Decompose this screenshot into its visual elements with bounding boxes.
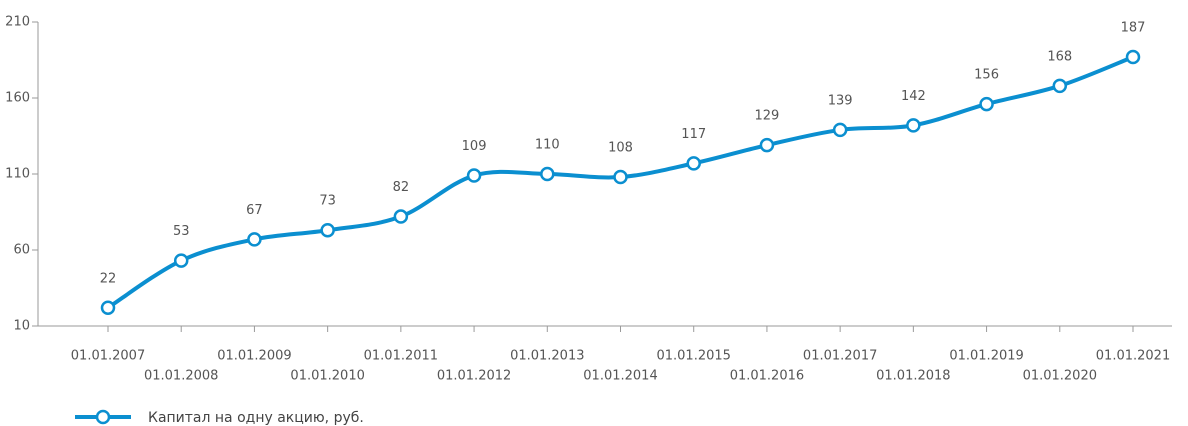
marker	[979, 96, 994, 112]
data-label: 22	[100, 271, 117, 286]
x-tick-label: 01.01.2011	[364, 349, 438, 364]
legend-marker	[95, 409, 111, 425]
marker	[393, 209, 409, 224]
marker	[1052, 78, 1068, 94]
y-tick-label: 10	[13, 319, 30, 334]
data-label: 53	[173, 224, 190, 239]
x-tick-label: 01.01.2009	[217, 349, 291, 364]
x-tick-label: 01.01.2007	[71, 349, 145, 364]
x-tick-label: 01.01.2014	[583, 369, 657, 384]
marker	[759, 137, 775, 153]
x-tick-label: 01.01.2016	[730, 369, 804, 384]
data-label: 73	[319, 194, 336, 209]
marker	[1125, 49, 1141, 65]
x-tick-label: 01.01.2019	[949, 349, 1023, 364]
data-label: 67	[246, 203, 263, 218]
data-label: 110	[535, 138, 560, 153]
x-tick-label: 01.01.2013	[510, 349, 584, 364]
marker	[613, 169, 628, 185]
marker	[686, 156, 701, 171]
x-tick-label: 01.01.2021	[1096, 349, 1170, 364]
y-tick-label: 60	[13, 243, 30, 258]
x-tick-label: 01.01.2017	[803, 349, 877, 364]
data-label: 117	[681, 127, 706, 142]
marker	[247, 232, 262, 247]
marker	[906, 118, 921, 133]
y-tick-label: 210	[5, 15, 30, 30]
x-tick-label: 01.01.2008	[144, 369, 218, 384]
x-tick-label: 01.01.2012	[437, 369, 511, 384]
x-tick-label: 01.01.2015	[656, 349, 730, 364]
marker	[320, 222, 335, 238]
marker	[100, 300, 116, 316]
y-tick-label: 160	[5, 91, 30, 106]
data-label: 139	[828, 93, 853, 108]
data-label: 168	[1047, 49, 1072, 64]
data-label: 156	[974, 68, 999, 83]
x-tick-label: 01.01.2018	[876, 369, 950, 384]
data-label: 82	[393, 180, 410, 195]
data-label: 187	[1121, 20, 1146, 35]
marker	[173, 253, 189, 268]
marker	[466, 168, 482, 183]
legend-label: Капитал на одну акцию, руб.	[148, 410, 364, 426]
marker	[832, 122, 848, 138]
marker	[540, 166, 555, 182]
data-label: 109	[462, 139, 487, 154]
x-tick-label: 01.01.2020	[1023, 369, 1097, 384]
data-label: 129	[755, 109, 780, 124]
data-label: 108	[608, 141, 633, 156]
data-label: 142	[901, 89, 926, 104]
x-tick-label: 01.01.2010	[290, 369, 364, 384]
y-tick-label: 110	[5, 167, 30, 182]
